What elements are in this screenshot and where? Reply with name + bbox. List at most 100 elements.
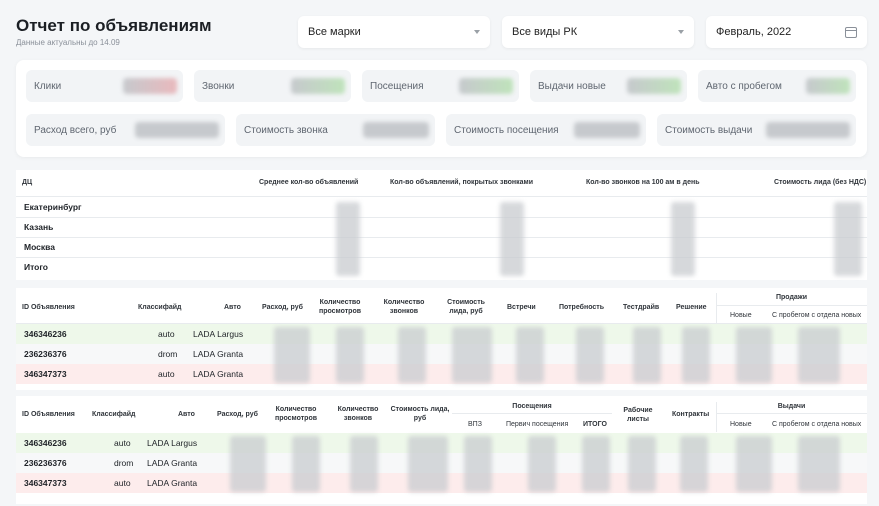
car-model: LADA Largus (193, 329, 244, 339)
column-header: С пробегом с отдела новых (772, 312, 862, 319)
dc-name: Екатеринбург (24, 202, 82, 212)
period-picker[interactable]: Февраль, 2022 (706, 16, 867, 48)
ad-id: 346346236 (24, 329, 67, 339)
column-header: ДЦ (22, 179, 33, 186)
group-header: Выдачи (777, 403, 806, 410)
car-model: LADA Granta (147, 458, 198, 468)
column-header: Новые (730, 312, 752, 319)
kpi-value-hidden (806, 78, 850, 94)
car-model: LADA Largus (147, 438, 198, 448)
column-header: Решение (676, 304, 707, 311)
column-header: Первич посещения (506, 421, 569, 428)
kpi-total-spend: Расход всего, руб (26, 114, 225, 146)
kpi-calls: Звонки (194, 70, 351, 102)
ad-id: 346346236 (24, 438, 67, 448)
chevron-down-icon (678, 30, 684, 34)
page-title: Отчет по объявлениям (16, 16, 212, 35)
kpi-label: Стоимость выдачи (665, 124, 753, 136)
column-header: Рабочие листы (623, 407, 653, 423)
brand-select[interactable]: Все марки (298, 16, 490, 48)
classified: drom (114, 458, 134, 468)
dc-name: Казань (24, 222, 54, 232)
kpi-visits: Посещения (362, 70, 519, 102)
column-header: Авто (224, 304, 241, 311)
kpi-label: Посещения (370, 80, 424, 92)
column-header: Количество звонков (383, 299, 425, 315)
kpi-label: Расход всего, руб (34, 124, 117, 136)
classified: auto (114, 438, 131, 448)
car-model: LADA Granta (147, 478, 198, 488)
column-header: Количество просмотров (318, 299, 362, 315)
period-picker-value: Февраль, 2022 (716, 26, 792, 38)
column-header: Расход, руб (262, 304, 303, 311)
table-row: Итого (16, 257, 867, 277)
column-header: Среднее кол-во объявлений (259, 179, 359, 186)
kpi-value-hidden (574, 122, 640, 138)
kpi-label: Стоимость посещения (454, 124, 559, 136)
group-header: Посещения (512, 403, 552, 410)
column-header: Встречи (507, 304, 536, 311)
ad-id: 236236376 (24, 458, 67, 468)
kpi-label: Авто с пробегом (706, 80, 782, 92)
classified: drom (158, 349, 178, 359)
ad-id: 346347373 (24, 369, 67, 379)
ad-id: 346347373 (24, 478, 67, 488)
column-header: Классифайд (138, 304, 182, 311)
kpi-issue-cost: Стоимость выдачи (657, 114, 856, 146)
column-header: ID Объявления (22, 304, 75, 311)
classified: auto (158, 329, 175, 339)
column-header: Количество просмотров (274, 406, 318, 422)
brand-select-value: Все марки (308, 26, 361, 38)
column-header: Кол-во звонков на 100 ам в день (586, 179, 700, 186)
table-row: Екатеринбург (16, 197, 867, 217)
kpi-value-hidden (627, 78, 681, 94)
column-header: ВПЗ (468, 421, 482, 428)
column-header: Стоимость лида, руб (390, 406, 450, 422)
column-header: Количество звонков (337, 406, 379, 422)
campaign-type-select-value: Все виды РК (512, 26, 578, 38)
kpi-clicks: Клики (26, 70, 183, 102)
column-header: ИТОГО (583, 421, 607, 428)
calendar-icon (845, 26, 857, 38)
table-row: Москва (16, 237, 867, 257)
classified: auto (114, 478, 131, 488)
kpi-value-hidden (459, 78, 513, 94)
column-header: Тестдрайв (623, 304, 660, 311)
ads-sales-table: ID Объявления Классифайд Авто Расход, ру… (16, 288, 867, 390)
kpi-used-cars: Авто с пробегом (698, 70, 856, 102)
classified: auto (158, 369, 175, 379)
column-header: Контракты (672, 411, 710, 418)
dc-name: Москва (24, 242, 55, 252)
column-header: Кол-во объявлений, покрытых звонками (390, 179, 534, 186)
data-freshness-note: Данные актуальны до 14.09 (16, 38, 120, 47)
visits-issues-table: ID Объявления Классифайд Авто Расход, ру… (16, 396, 867, 504)
chevron-down-icon (474, 30, 480, 34)
column-header: ID Объявления (22, 411, 75, 418)
kpi-value-hidden (766, 122, 850, 138)
dc-name: Итого (24, 262, 48, 272)
column-header: Авто (178, 411, 195, 418)
column-header: Стоимость лида (без НДС) (774, 179, 867, 186)
campaign-type-select[interactable]: Все виды РК (502, 16, 694, 48)
kpi-visit-cost: Стоимость посещения (446, 114, 646, 146)
column-header: Классифайд (92, 411, 136, 418)
kpi-label: Выдачи новые (538, 80, 606, 92)
kpi-value-hidden (363, 122, 429, 138)
table-row: Казань (16, 217, 867, 237)
kpi-panel: Клики Звонки Посещения Выдачи новые Авто… (16, 60, 867, 157)
kpi-label: Звонки (202, 80, 235, 92)
column-header: Расход, руб (217, 411, 258, 418)
kpi-label: Стоимость звонка (244, 124, 328, 136)
ad-id: 236236376 (24, 349, 67, 359)
column-header: С пробегом с отдела новых (772, 421, 862, 428)
group-header: Продажи (775, 294, 808, 301)
column-header: Стоимость лида, руб (447, 299, 485, 315)
dc-table: ДЦ Среднее кол-во объявлений Кол-во объя… (16, 170, 867, 280)
column-header: Новые (730, 421, 752, 428)
kpi-issues-new: Выдачи новые (530, 70, 687, 102)
kpi-label: Клики (34, 80, 62, 92)
kpi-value-hidden (291, 78, 345, 94)
car-model: LADA Granta (193, 369, 244, 379)
kpi-call-cost: Стоимость звонка (236, 114, 435, 146)
car-model: LADA Granta (193, 349, 244, 359)
